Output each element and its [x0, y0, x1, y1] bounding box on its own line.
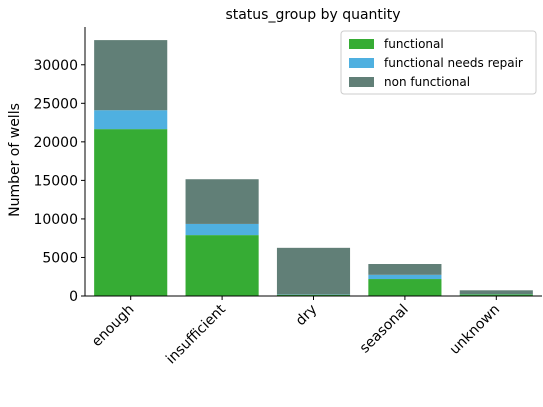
bars-group — [94, 40, 533, 296]
legend-swatch-0 — [349, 39, 374, 49]
legend-frame — [340, 30, 537, 95]
x-tick-label-seasonal: seasonal — [357, 302, 412, 357]
legend-label-1: functional needs repair — [384, 56, 523, 70]
bar-enough-series-2 — [94, 40, 168, 111]
x-tick-label-dry: dry — [293, 302, 321, 330]
bar-insufficient-series-1 — [185, 223, 259, 236]
x-tick-label-insufficient: insufficient — [163, 301, 229, 367]
bar-seasonal-series-1 — [368, 274, 442, 280]
bar-insufficient-series-0 — [185, 235, 259, 296]
y-tick-label: 20000 — [33, 135, 78, 151]
y-tick-label: 15000 — [33, 173, 78, 189]
bar-dry-series-0 — [276, 294, 351, 296]
y-tick-label: 10000 — [33, 212, 78, 228]
y-tick-label: 30000 — [33, 58, 78, 74]
legend-swatch-2 — [349, 77, 374, 87]
bar-seasonal-series-0 — [368, 279, 442, 296]
bar-enough-series-0 — [94, 129, 168, 296]
x-tick-label-enough: enough — [89, 302, 138, 351]
bar-enough-series-1 — [94, 110, 168, 130]
bar-dry-series-2 — [276, 247, 351, 295]
chart-title: status_group by quantity — [225, 7, 400, 23]
bar-seasonal-series-2 — [368, 264, 442, 275]
bar-insufficient-series-2 — [185, 179, 259, 224]
legend: functional functional needs repair non fun… — [340, 30, 537, 95]
y-axis-label: Number of wells — [7, 103, 23, 217]
bar-unknown-series-2 — [459, 290, 533, 295]
x-tick-label-unknown: unknown — [447, 302, 503, 358]
legend-label-2: non functional — [384, 75, 470, 89]
legend-swatch-1 — [349, 58, 374, 68]
y-tick-label: 25000 — [33, 96, 78, 112]
legend-label-0: functional — [384, 37, 444, 51]
bar-unknown-series-0 — [459, 294, 533, 296]
y-tick-label: 5000 — [42, 250, 78, 266]
y-tick-label: 0 — [69, 289, 78, 305]
